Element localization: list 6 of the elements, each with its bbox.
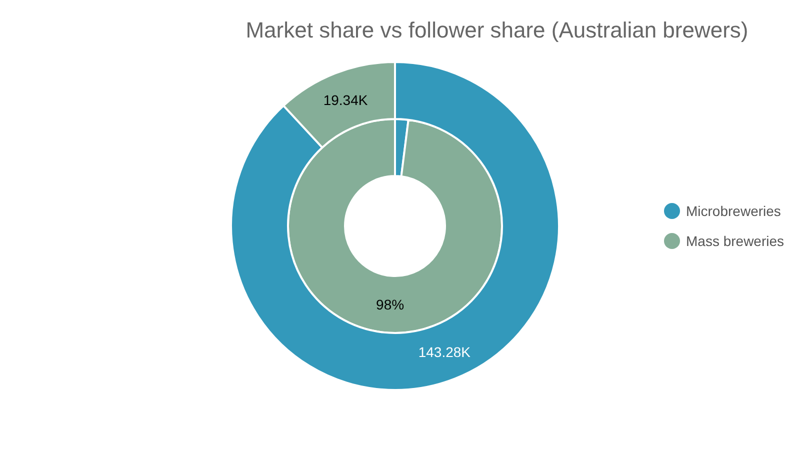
- chart-title: Market share vs follower share (Australian brewers): [246, 18, 748, 42]
- data-label: 19.34K: [323, 92, 368, 108]
- legend-label: Microbreweries: [686, 203, 781, 219]
- data-label: 98%: [376, 296, 404, 312]
- legend-label: Mass breweries: [686, 233, 784, 249]
- data-label: 143.28K: [418, 344, 472, 360]
